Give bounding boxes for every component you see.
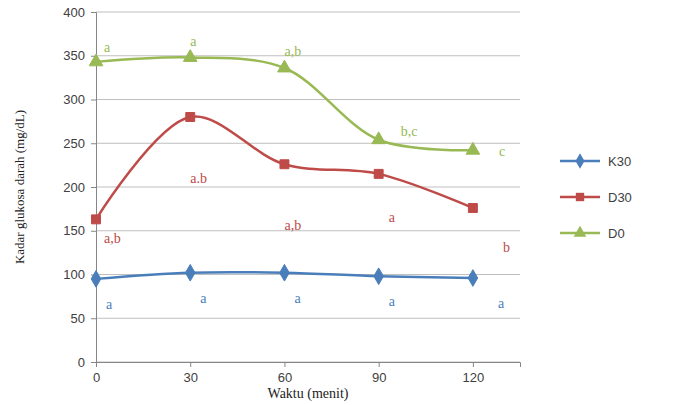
annotation: a bbox=[106, 297, 113, 312]
legend-label: D0 bbox=[608, 226, 625, 241]
grid-line bbox=[96, 99, 520, 100]
grid-line bbox=[96, 187, 520, 188]
grid-line bbox=[96, 12, 520, 13]
annotations: a a a a a a,b a.b a,b a b a a a,b b,c c bbox=[104, 34, 510, 312]
tick: 0 bbox=[78, 355, 96, 370]
series-line bbox=[96, 57, 473, 150]
legend-item: D0 bbox=[560, 226, 625, 241]
tick-label: 120 bbox=[463, 370, 485, 385]
tick: 200 bbox=[63, 180, 96, 195]
tick-label: 50 bbox=[71, 311, 85, 326]
marker bbox=[92, 215, 101, 224]
tick-label: 0 bbox=[78, 355, 85, 370]
tick: 300 bbox=[63, 92, 96, 107]
marker bbox=[374, 169, 383, 178]
annotation: a bbox=[389, 294, 396, 309]
annotation: a bbox=[104, 40, 111, 55]
tick-label: 400 bbox=[63, 5, 85, 20]
tick-mark bbox=[473, 362, 474, 367]
marker bbox=[468, 204, 477, 213]
legend-label: D30 bbox=[608, 190, 632, 205]
tick: 0 bbox=[93, 362, 100, 385]
tick-label: 300 bbox=[63, 92, 85, 107]
annotation: c bbox=[499, 144, 505, 159]
marker bbox=[185, 264, 195, 281]
legend-item: K30 bbox=[560, 153, 631, 169]
tick-label: 30 bbox=[183, 370, 197, 385]
annotation: a,b bbox=[104, 231, 121, 246]
legend-marker bbox=[574, 226, 587, 237]
tick-label: 250 bbox=[63, 136, 85, 151]
tick-label: 100 bbox=[63, 267, 85, 282]
legend-label: K30 bbox=[608, 154, 631, 169]
tick-mark bbox=[91, 231, 96, 232]
tick-label: 90 bbox=[372, 370, 386, 385]
marker bbox=[374, 268, 384, 285]
annotation: a,b bbox=[284, 218, 301, 233]
tick-label: 60 bbox=[278, 370, 292, 385]
axis-line bbox=[97, 363, 521, 368]
tick: 150 bbox=[63, 223, 96, 238]
x-axis: 0 30 60 90 120 bbox=[93, 362, 521, 385]
marker bbox=[466, 142, 480, 154]
marker bbox=[372, 132, 386, 144]
marker bbox=[280, 264, 290, 281]
annotation: a.b bbox=[190, 171, 207, 186]
grid bbox=[96, 12, 520, 362]
tick: 120 bbox=[463, 362, 485, 385]
legend-marker bbox=[576, 153, 585, 169]
tick-label: 350 bbox=[63, 48, 85, 63]
series-line bbox=[96, 117, 473, 220]
tick-mark bbox=[284, 362, 285, 367]
annotation: b bbox=[503, 240, 510, 255]
annotation: a,b bbox=[284, 44, 301, 59]
chart: 0 50 100 150 200 250 300 350 400 0 30 60 90 120 Waktu … bbox=[0, 0, 690, 405]
marker bbox=[280, 160, 289, 169]
grid-line bbox=[96, 318, 520, 319]
marker bbox=[278, 60, 292, 72]
tick-label: 200 bbox=[63, 180, 85, 195]
y-axis: 0 50 100 150 200 250 300 350 400 bbox=[63, 5, 96, 370]
marker bbox=[91, 271, 101, 288]
tick: 50 bbox=[71, 311, 96, 326]
tick: 100 bbox=[63, 267, 96, 282]
annotation: b,c bbox=[401, 124, 418, 139]
tick: 90 bbox=[372, 362, 386, 385]
tick-label: 150 bbox=[63, 223, 85, 238]
tick: 250 bbox=[63, 136, 96, 151]
tick: 400 bbox=[63, 5, 96, 20]
annotation: a bbox=[294, 291, 301, 306]
grid-line bbox=[96, 143, 520, 144]
tick: 60 bbox=[278, 362, 292, 385]
legend: K30 D30 D0 bbox=[560, 153, 632, 241]
annotation: a bbox=[190, 34, 197, 49]
annotation: a bbox=[498, 296, 505, 311]
y-axis-title: Kadar glukosa darah (mg/dL) bbox=[12, 110, 27, 264]
tick: 350 bbox=[63, 48, 96, 63]
grid-line bbox=[96, 230, 520, 231]
tick-mark bbox=[190, 362, 191, 367]
legend-item: D30 bbox=[560, 190, 632, 205]
tick: 30 bbox=[183, 362, 197, 385]
tick-mark bbox=[91, 12, 96, 13]
tick-mark bbox=[91, 100, 96, 101]
tick-mark bbox=[91, 362, 96, 363]
legend-marker bbox=[576, 193, 584, 201]
annotation: a bbox=[389, 210, 396, 225]
annotation: a bbox=[200, 291, 207, 306]
tick-mark bbox=[91, 143, 96, 144]
plot-area bbox=[89, 50, 479, 288]
x-axis-title: Waktu (menit) bbox=[268, 386, 349, 402]
marker bbox=[186, 113, 195, 122]
tick-label: 0 bbox=[93, 370, 100, 385]
tick-mark bbox=[379, 362, 380, 367]
marker bbox=[89, 54, 103, 66]
tick-mark bbox=[91, 187, 96, 188]
marker bbox=[468, 270, 478, 287]
grid-line bbox=[96, 55, 520, 56]
tick-mark bbox=[96, 362, 97, 367]
marker bbox=[183, 50, 197, 62]
tick-mark bbox=[91, 318, 96, 319]
